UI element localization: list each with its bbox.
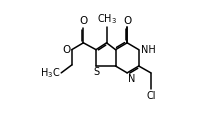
Text: O: O <box>62 45 71 55</box>
Text: H$_3$C: H$_3$C <box>40 66 60 80</box>
Text: Cl: Cl <box>146 91 156 101</box>
Text: S: S <box>93 67 99 77</box>
Text: CH$_3$: CH$_3$ <box>97 12 117 26</box>
Text: O: O <box>79 16 88 26</box>
Text: N: N <box>128 74 136 84</box>
Text: NH: NH <box>141 45 156 55</box>
Text: O: O <box>123 16 131 26</box>
